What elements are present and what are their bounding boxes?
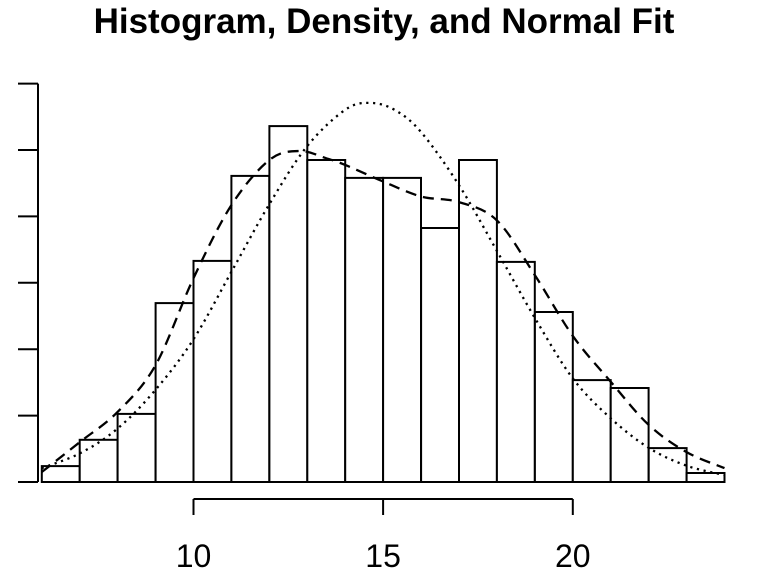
histogram-bar [685, 472, 726, 483]
x-tick-label: 15 [365, 538, 401, 574]
x-axis: 10 15 20 [176, 498, 591, 574]
histogram-bar [268, 125, 309, 483]
histogram-bar [420, 227, 461, 483]
histogram-bars [40, 125, 726, 484]
histogram-bar [154, 302, 195, 483]
histogram-bar [230, 174, 271, 483]
density-curve [41, 149, 725, 473]
overlay-curves [41, 101, 725, 477]
y-axis [18, 82, 39, 483]
histogram-bar [533, 311, 574, 483]
histogram-bar [78, 438, 119, 483]
histogram-bar [458, 159, 498, 483]
histogram-bar [609, 387, 650, 483]
x-tick-label: 20 [555, 538, 591, 574]
chart-title: Histogram, Density, and Normal Fit [93, 2, 675, 41]
histogram-bar [647, 447, 688, 484]
histogram-bar [192, 259, 233, 483]
histogram-bar [571, 379, 612, 484]
histogram-bar [495, 260, 536, 483]
x-tick-label: 10 [176, 538, 212, 574]
histogram-bar [116, 412, 157, 483]
histogram-bar [382, 176, 423, 483]
histogram-bar [306, 159, 347, 483]
histogram-bar [344, 176, 385, 483]
